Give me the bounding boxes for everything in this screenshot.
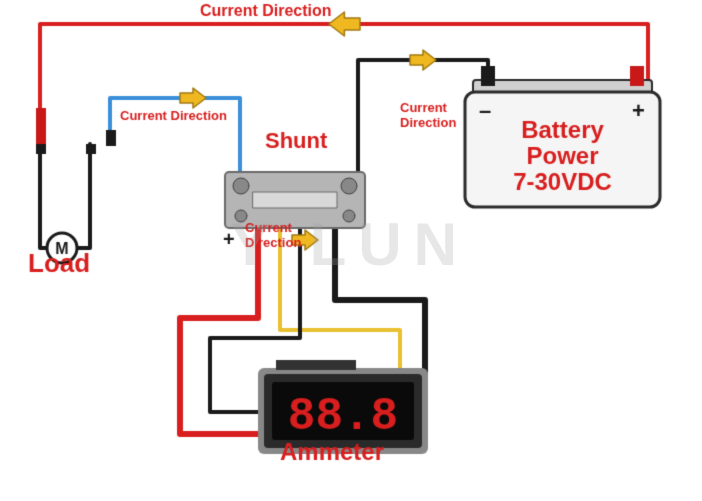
watermark-text: Y LUN xyxy=(230,210,469,279)
